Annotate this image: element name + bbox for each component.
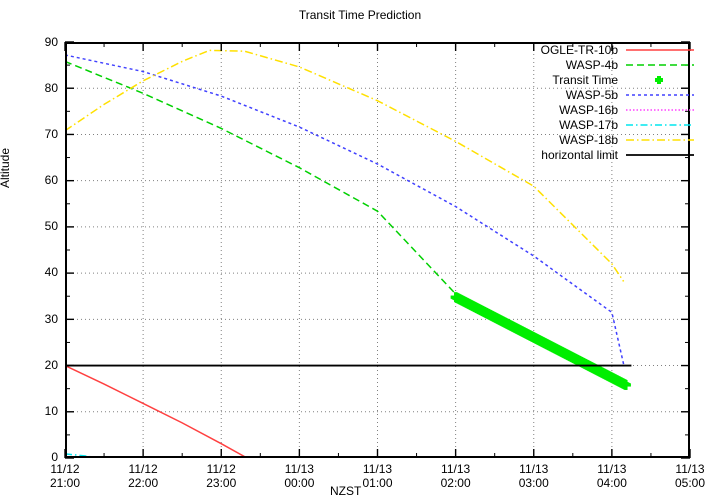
y-axis-tick-labels: 90 80 70 60 50 40 30 20 10 0 [0, 0, 58, 504]
x-tick-date: 11/12 [206, 462, 236, 476]
x-tick-time: 21:00 [49, 476, 81, 490]
x-tick-label: 11/12 22:00 [108, 462, 178, 490]
y-tick-label: 40 [44, 265, 58, 279]
legend-label: WASP-18b [559, 132, 618, 147]
x-tick-date: 11/13 [597, 462, 627, 476]
x-tick-time: 00:00 [284, 476, 315, 490]
x-tick-date: 11/13 [441, 462, 471, 476]
x-tick-date: 11/13 [519, 462, 549, 476]
x-tick-date: 11/13 [362, 462, 393, 476]
x-tick-time: 03:00 [518, 476, 549, 490]
x-tick-label: 11/13 03:00 [499, 462, 569, 490]
legend-label: WASP-4b [565, 57, 618, 72]
y-tick-label: 60 [44, 173, 58, 187]
legend-swatch-horizontal-limit [624, 149, 696, 161]
legend-item-horizontal-limit[interactable]: horizontal limit [438, 147, 696, 162]
legend-label: WASP-5b [565, 87, 618, 102]
legend-label: Transit Time [552, 72, 618, 87]
x-tick-label: 11/13 00:00 [264, 462, 334, 490]
legend-label: OGLE-TR-10b [540, 42, 618, 57]
legend-swatch-wasp-16b [624, 104, 696, 116]
plot-area [65, 42, 690, 458]
chart-legend: OGLE-TR-10b WASP-4b Transit Time WASP-5b… [438, 42, 696, 162]
y-tick-label: 0 [51, 450, 58, 464]
x-tick-time: 04:00 [596, 476, 627, 490]
y-axis-label: Altitude [0, 147, 12, 189]
x-tick-time: 22:00 [128, 476, 159, 490]
legend-swatch-ogle-tr-10b [624, 44, 696, 56]
y-tick-label: 70 [44, 127, 58, 141]
legend-swatch-wasp-4b [624, 59, 696, 71]
legend-swatch-wasp-18b [624, 134, 696, 146]
legend-swatch-wasp-5b [624, 89, 696, 101]
x-tick-label: 11/13 02:00 [421, 462, 491, 490]
legend-item-wasp-4b[interactable]: WASP-4b [438, 57, 696, 72]
x-tick-date: 11/12 [128, 462, 158, 476]
legend-label: WASP-17b [559, 117, 618, 132]
x-axis-label: NZST [330, 484, 362, 498]
x-tick-label: 11/12 23:00 [186, 462, 256, 490]
x-tick-label: 11/13 05:00 [655, 462, 720, 490]
legend-item-wasp-16b[interactable]: WASP-16b [438, 102, 696, 117]
x-tick-label: 11/13 01:00 [343, 462, 413, 490]
x-tick-date: 11/13 [675, 462, 705, 476]
x-tick-time: 23:00 [206, 476, 237, 490]
x-tick-label: 11/13 04:00 [577, 462, 647, 490]
legend-item-wasp-18b[interactable]: WASP-18b [438, 132, 696, 147]
legend-swatch-transit-time [624, 74, 696, 86]
y-tick-label: 30 [44, 312, 58, 326]
x-tick-label: 11/12 21:00 [30, 462, 100, 490]
y-tick-label: 80 [44, 81, 58, 95]
y-tick-label: 90 [44, 35, 58, 49]
legend-label: WASP-16b [559, 102, 618, 117]
legend-item-wasp-5b[interactable]: WASP-5b [438, 87, 696, 102]
x-tick-time: 05:00 [674, 476, 706, 490]
x-tick-date: 11/13 [284, 462, 314, 476]
plot-svg [65, 42, 690, 458]
legend-item-transit-time[interactable]: Transit Time [438, 72, 696, 87]
y-tick-label: 10 [44, 404, 58, 418]
legend-swatch-wasp-17b [624, 119, 696, 131]
legend-item-wasp-17b[interactable]: WASP-17b [438, 117, 696, 132]
x-tick-time: 01:00 [362, 476, 393, 490]
chart-title: Transit Time Prediction [298, 8, 422, 22]
y-tick-label: 50 [44, 219, 58, 233]
x-tick-time: 02:00 [440, 476, 471, 490]
legend-item-ogle-tr-10b[interactable]: OGLE-TR-10b [438, 42, 696, 57]
legend-label: horizontal limit [541, 147, 618, 162]
y-tick-label: 20 [44, 358, 58, 372]
x-tick-date: 11/12 [50, 462, 80, 476]
